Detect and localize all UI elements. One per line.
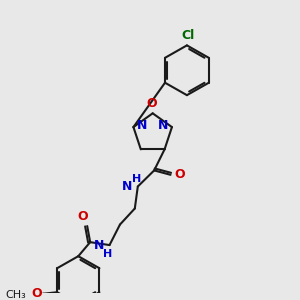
Text: N: N (122, 180, 132, 193)
Text: H: H (132, 174, 141, 184)
Text: O: O (146, 97, 157, 110)
Text: O: O (174, 168, 185, 181)
Text: O: O (77, 210, 88, 223)
Text: Cl: Cl (182, 29, 195, 42)
Text: H: H (103, 250, 113, 260)
Text: N: N (94, 238, 104, 252)
Text: N: N (158, 119, 168, 132)
Text: CH₃: CH₃ (5, 290, 26, 300)
Text: O: O (32, 287, 42, 300)
Text: N: N (137, 119, 147, 132)
